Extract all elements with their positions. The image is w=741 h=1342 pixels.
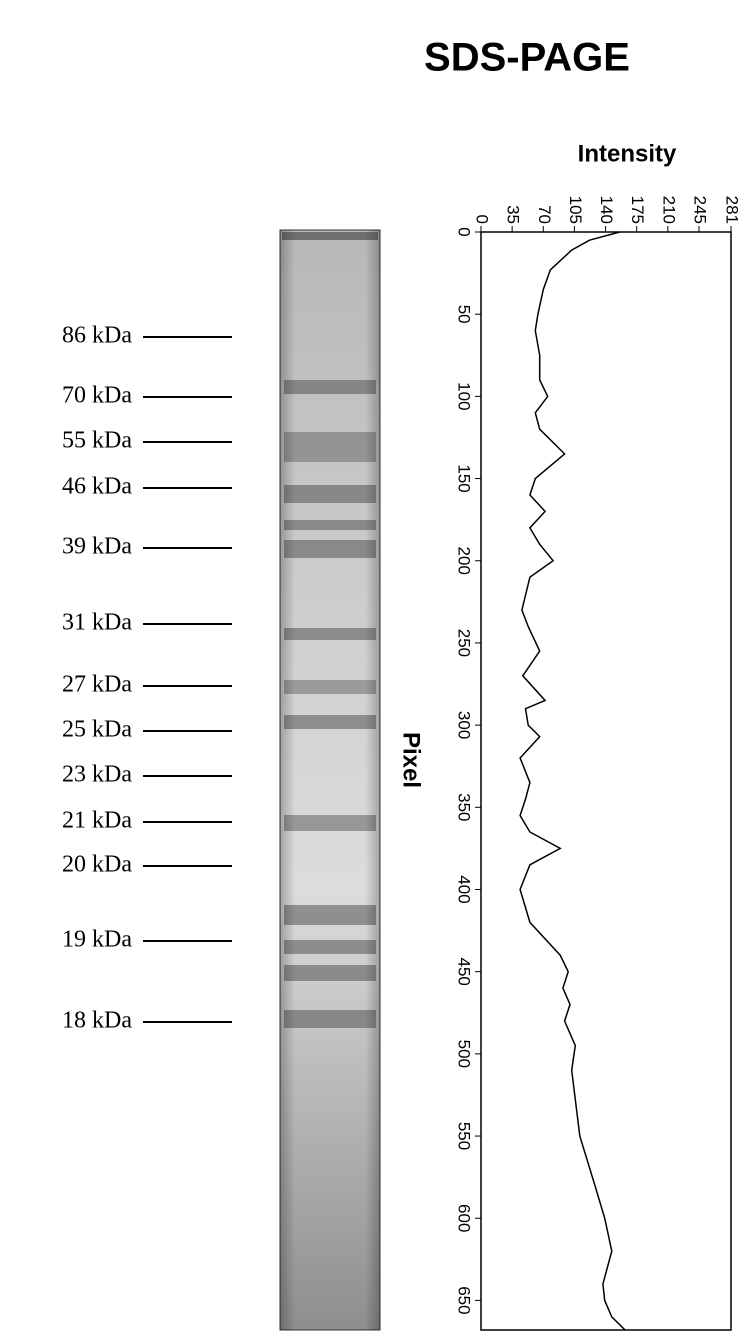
pixel-tick-label: 150	[455, 464, 474, 492]
pixel-tick-label: 600	[455, 1204, 474, 1232]
marker-label: 55 kDa	[62, 428, 132, 454]
pixel-axis-title: Pixel	[398, 732, 425, 788]
intensity-axis-title: Intensity	[578, 140, 677, 167]
gel-lane	[280, 230, 380, 1330]
intensity-tick-label: 210	[659, 196, 678, 224]
marker-label: 70 kDa	[62, 383, 132, 409]
marker-label: 20 kDa	[62, 852, 132, 878]
pixel-tick-label: 0	[455, 227, 474, 236]
intensity-tick-label: 140	[597, 196, 616, 224]
pixel-tick-label: 200	[455, 547, 474, 575]
marker-label: 21 kDa	[62, 808, 132, 834]
pixel-tick-label: 400	[455, 875, 474, 903]
intensity-profile	[520, 232, 625, 1330]
marker-label: 23 kDa	[62, 762, 132, 788]
pixel-tick-label: 100	[455, 382, 474, 410]
marker-label: 25 kDa	[62, 717, 132, 743]
chart-title: SDS-PAGE	[424, 36, 630, 80]
figure: SDS-PAGE Intensity Pixel 0 35 70 105 140 175 2…	[0, 0, 741, 1342]
intensity-tick-label: 105	[566, 196, 585, 224]
marker-label: 46 kDa	[62, 474, 132, 500]
pixel-tick-label: 350	[455, 793, 474, 821]
intensity-tick-label: 35	[504, 205, 523, 224]
marker-label: 31 kDa	[62, 610, 132, 636]
pixel-tick-label: 50	[455, 305, 474, 324]
marker-label: 86 kDa	[62, 323, 132, 349]
intensity-tick-label: 70	[535, 205, 554, 224]
marker-label: 19 kDa	[62, 927, 132, 953]
plot-frame	[481, 232, 731, 1330]
marker-label: 39 kDa	[62, 534, 132, 560]
intensity-tick-label: 0	[473, 215, 492, 224]
marker-label: 27 kDa	[62, 672, 132, 698]
marker-label: 18 kDa	[62, 1008, 132, 1034]
pixel-tick-label: 650	[455, 1286, 474, 1314]
intensity-tick-label: 245	[690, 196, 709, 224]
pixel-tick-label: 550	[455, 1122, 474, 1150]
pixel-tick-label: 500	[455, 1040, 474, 1068]
pixel-tick-label: 450	[455, 957, 474, 985]
intensity-tick-label: 175	[628, 196, 647, 224]
intensity-tick-label: 281	[723, 196, 741, 224]
pixel-tick-label: 250	[455, 629, 474, 657]
pixel-tick-label: 300	[455, 711, 474, 739]
